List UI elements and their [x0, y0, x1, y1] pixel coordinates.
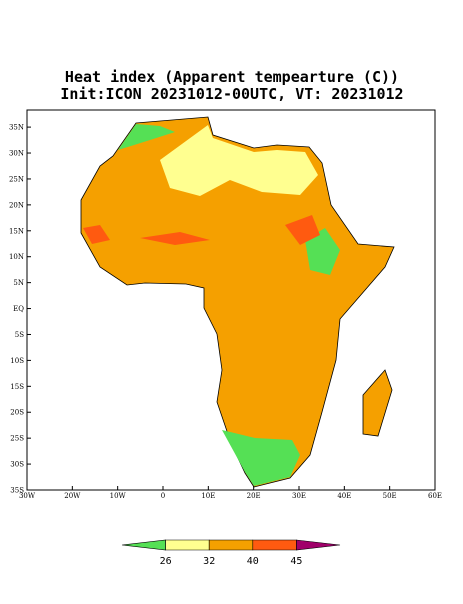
colorbar-swatch — [208, 539, 254, 551]
colorbar-swatch — [165, 539, 210, 551]
x-tick-label: 20E — [247, 492, 261, 500]
hot-sahel — [83, 215, 320, 245]
green-ethiopia — [305, 228, 340, 275]
y-tick-label: 5N — [13, 279, 24, 287]
x-tick-label: 30E — [292, 492, 306, 500]
y-tick-label: 35S — [10, 487, 24, 495]
africa — [80, 116, 395, 488]
y-tick-label: 30S — [10, 461, 24, 469]
colorbar-label: 40 — [247, 556, 259, 567]
y-tick-label: 30N — [9, 150, 24, 158]
madagascar — [362, 369, 393, 437]
colorbar-label: 26 — [160, 556, 172, 567]
subtitle: Init:ICON 20231012-00UTC, VT: 20231012 — [60, 85, 403, 103]
y-tick-label: 10S — [10, 357, 24, 365]
y-tick-label: 20N — [9, 201, 24, 209]
x-tick-label: 10E — [201, 492, 215, 500]
y-tick-label: 15S — [10, 383, 24, 391]
y-tick-label: 20S — [10, 409, 24, 417]
colorbar-swatch — [252, 539, 297, 551]
x-tick-label: 30W — [19, 492, 36, 500]
y-tick-label: 10N — [9, 253, 24, 261]
y-tick-label: 5S — [15, 331, 24, 339]
x-tick-label: 10W — [110, 492, 127, 500]
y-tick-label: 15N — [9, 227, 24, 235]
x-tick-label: 0 — [161, 492, 165, 500]
x-tick-label: 20W — [64, 492, 81, 500]
x-tick-label: 60E — [428, 492, 442, 500]
colorbar-swatch — [121, 539, 166, 551]
x-tick-label: 50E — [383, 492, 397, 500]
map-frame — [26, 109, 436, 491]
green-south — [222, 430, 300, 486]
colorbar-label: 45 — [290, 556, 302, 567]
y-tick-label: EQ — [13, 305, 24, 313]
green-coast — [118, 124, 175, 150]
y-tick-label: 25N — [9, 175, 24, 183]
y-tick-label: 25S — [10, 435, 24, 443]
colorbar-swatch — [296, 539, 341, 551]
cool-north — [160, 125, 318, 196]
x-tick-label: 40E — [337, 492, 351, 500]
y-tick-label: 35N — [9, 124, 24, 132]
title: Heat index (Apparent tempearture (C)) — [65, 68, 399, 86]
colorbar-label: 32 — [203, 556, 215, 567]
